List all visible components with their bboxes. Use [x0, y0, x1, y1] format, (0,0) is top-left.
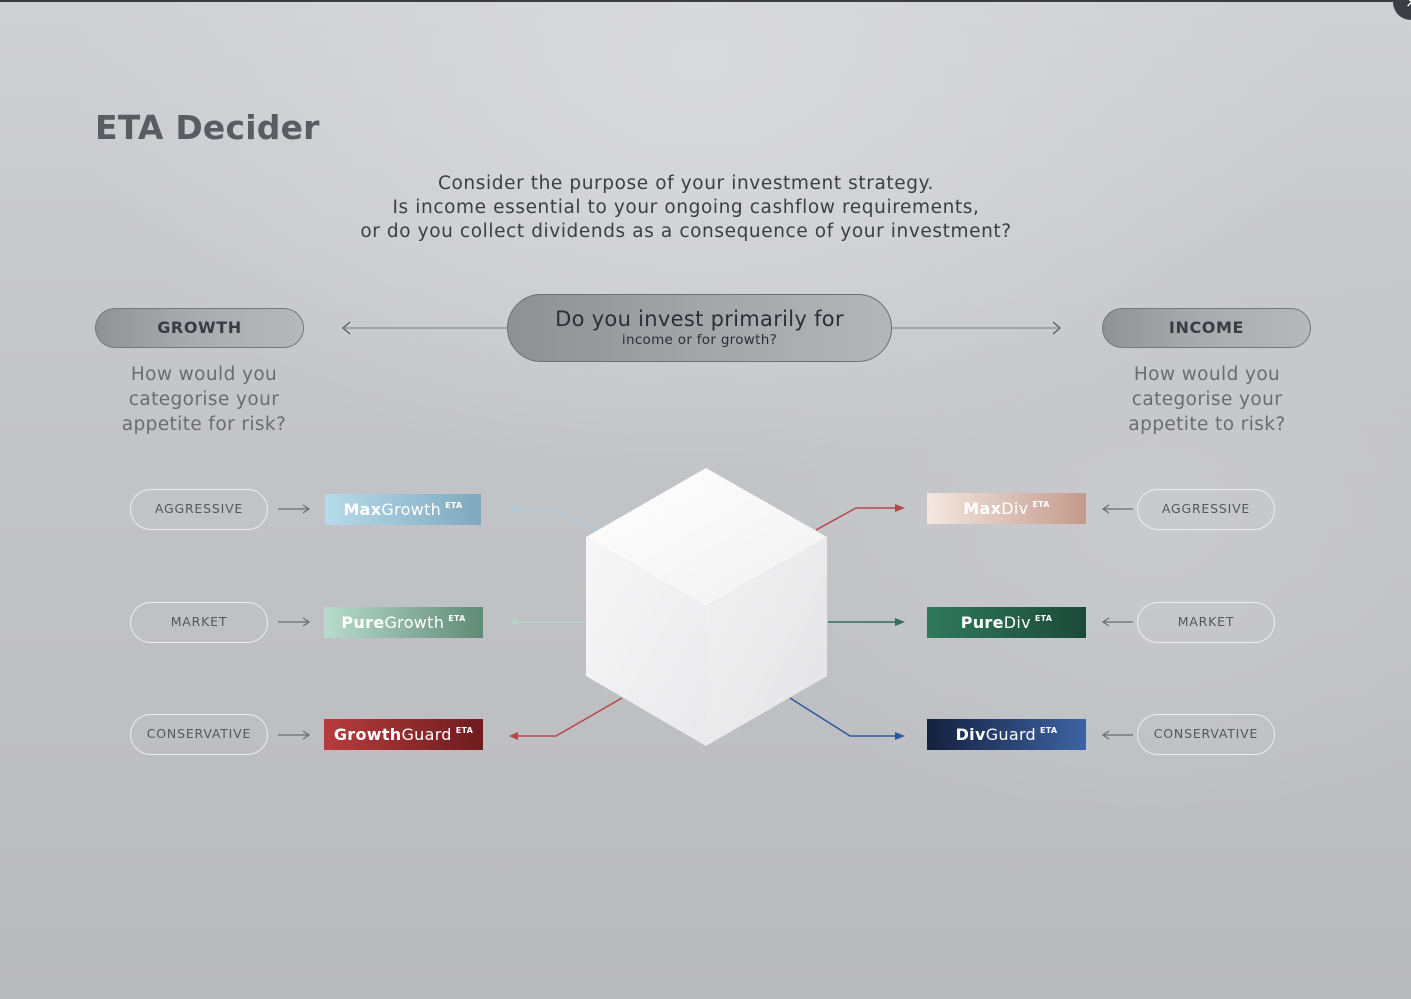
growthguard-connector	[512, 697, 623, 737]
center-question-pill: Do you invest primarily for income or fo…	[507, 294, 892, 362]
growth-arrowhead-icon	[342, 321, 351, 335]
income-question-line: How would you	[1133, 364, 1281, 385]
growth-question-line: categorise your	[128, 389, 280, 410]
top-border	[0, 0, 1411, 2]
income-question-line: appetite to risk?	[1128, 414, 1286, 435]
right-arrow-icon	[278, 504, 311, 514]
product-name-bold: Max	[343, 500, 382, 519]
divguard-connector	[789, 697, 898, 737]
product-name-bold: Growth	[333, 725, 402, 744]
page-title: ETA Decider	[95, 108, 320, 147]
right-arrow-icon	[278, 617, 311, 627]
cube-graphic	[586, 468, 827, 746]
growth-aggressive-button[interactable]: AGGRESSIVE	[130, 489, 268, 530]
close-icon: ×	[1405, 0, 1411, 11]
maxgrowth-arrowhead-icon	[509, 505, 518, 513]
growthguard-arrowhead-icon	[509, 732, 518, 740]
growth-question-line: appetite for risk?	[121, 414, 287, 435]
maxgrowth-connector	[512, 508, 599, 533]
growth-pill[interactable]: GROWTH	[95, 308, 304, 348]
intro-line-1: Consider the purpose of your investment …	[438, 173, 934, 194]
product-name-rest: Growth	[384, 613, 445, 632]
maxdiv-arrowhead-icon	[895, 504, 905, 512]
purediv-arrowhead-icon	[895, 618, 905, 626]
product-name-rest: Div	[1001, 499, 1029, 518]
product-name-bold: Div	[955, 725, 986, 744]
product-name-rest: Guard	[401, 725, 452, 744]
income-pill[interactable]: INCOME	[1102, 308, 1311, 348]
right-arrow-icon	[278, 730, 311, 740]
product-name-rest: Div	[1003, 613, 1031, 632]
product-name-bold: Pure	[960, 613, 1004, 632]
growthguard-product[interactable]: GrowthGuard ETA	[324, 719, 483, 750]
left-arrow-icon	[1101, 617, 1133, 627]
income-conservative-button[interactable]: CONSERVATIVE	[1137, 714, 1275, 755]
eta-badge: ETA	[445, 501, 463, 510]
product-name-bold: Pure	[341, 613, 385, 632]
intro-text: Consider the purpose of your investment …	[300, 172, 1072, 244]
left-arrow-icon	[1101, 504, 1133, 514]
growth-question-line: How would you	[130, 364, 278, 385]
purediv-product[interactable]: PureDiv ETA	[927, 607, 1086, 638]
divguard-arrowhead-icon	[895, 732, 905, 740]
eta-badge: ETA	[1040, 726, 1058, 735]
center-subquestion: income or for growth?	[621, 332, 778, 348]
puregrowth-arrowhead-icon	[509, 618, 518, 626]
income-aggressive-button[interactable]: AGGRESSIVE	[1137, 489, 1275, 530]
puregrowth-product[interactable]: PureGrowth ETA	[324, 607, 483, 638]
income-market-button[interactable]: MARKET	[1137, 602, 1275, 643]
product-name-bold: Max	[963, 499, 1002, 518]
eta-badge: ETA	[1032, 500, 1050, 509]
growth-market-button[interactable]: MARKET	[130, 602, 268, 643]
maxgrowth-product[interactable]: MaxGrowth ETA	[325, 494, 481, 525]
left-arrow-icon	[1101, 730, 1133, 740]
intro-line-2: Is income essential to your ongoing cash…	[392, 197, 980, 218]
growth-risk-question: How would you categorise your appetite f…	[94, 362, 314, 437]
divguard-product[interactable]: DivGuard ETA	[927, 719, 1086, 750]
maxdiv-product[interactable]: MaxDiv ETA	[927, 493, 1086, 524]
intro-line-3: or do you collect dividends as a consequ…	[360, 221, 1012, 242]
income-arrowhead-icon	[1052, 321, 1061, 335]
eta-badge: ETA	[455, 726, 474, 735]
income-question-line: categorise your	[1131, 389, 1283, 410]
product-name-rest: Growth	[381, 500, 442, 519]
product-name-rest: Guard	[985, 725, 1036, 744]
growth-conservative-button[interactable]: CONSERVATIVE	[130, 714, 268, 755]
center-question: Do you invest primarily for	[555, 307, 844, 331]
eta-badge: ETA	[1034, 614, 1053, 623]
income-risk-question: How would you categorise your appetite t…	[1097, 362, 1317, 437]
eta-badge: ETA	[448, 614, 466, 623]
maxdiv-connector	[815, 507, 898, 531]
